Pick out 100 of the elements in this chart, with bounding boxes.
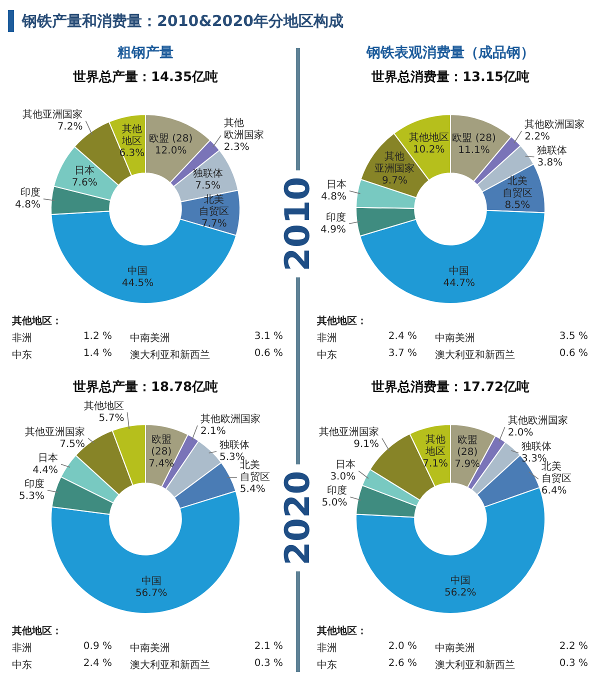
text: 2.4 % (82, 658, 112, 671)
text: 中东 (12, 348, 33, 362)
text: 其他地区： (317, 314, 368, 328)
slice-label: 独联体 (522, 440, 552, 453)
text: 非洲 (317, 332, 338, 345)
text: 非洲 (12, 642, 33, 655)
text: 中东 (12, 658, 33, 672)
data-label: 7.5% (195, 180, 221, 192)
data-label: 10.2% (412, 144, 445, 156)
slice-label: 其他欧洲国家 (524, 118, 585, 130)
data-label: 4.8% (15, 200, 40, 211)
slice-label: 中国 (128, 264, 148, 277)
text: 2.4 % (387, 331, 417, 344)
data-label: 6.4% (541, 486, 567, 497)
data-label: 7.2% (57, 121, 83, 132)
data-label: 7.9% (454, 458, 480, 470)
slice-label: 印度 (24, 478, 44, 490)
text: 其他地区： (12, 314, 63, 328)
data-label: 9.7% (382, 175, 408, 186)
slice-label: 独联体 (192, 168, 223, 180)
data-label: 44.5% (122, 278, 154, 289)
slice-label: 独联体 (537, 144, 568, 156)
text: 非洲 (317, 642, 338, 655)
data-label: 7.7% (201, 218, 227, 230)
text: 2.2 % (558, 641, 588, 654)
data-label: 56.7% (135, 588, 168, 600)
text: 2.1 % (253, 641, 283, 654)
data-label: 44.7% (443, 278, 476, 289)
text: 3.5 % (558, 331, 588, 344)
slice-label: 其他亚洲国家 (25, 426, 86, 438)
slice-label: 其他地区 (424, 434, 446, 458)
data-label: 4.4% (32, 464, 58, 476)
text: 其他地区： (12, 624, 63, 638)
data-label: 2.1% (200, 426, 226, 438)
data-label: 2.3% (224, 142, 250, 154)
text: 中南美洲 (434, 332, 476, 345)
slice-label: 印度 (327, 484, 348, 497)
slice-label: 其他地区 (84, 400, 124, 412)
text: 中南美洲 (434, 642, 476, 655)
text: 2.6 % (387, 658, 417, 671)
slice-label: 其他欧洲国家 (508, 414, 568, 427)
data-label: 5.4% (240, 484, 266, 496)
text: 0.3 % (558, 658, 588, 671)
slice-label: 北美自贸区 (502, 175, 532, 200)
text: 3.7 % (387, 348, 417, 361)
text: 其他地区： (317, 624, 368, 638)
slice-label: 欧盟 (28) (148, 132, 193, 145)
data-label: 5.7% (98, 412, 124, 424)
data-label: 2.0% (508, 428, 534, 439)
slice-label: 中国 (141, 575, 162, 588)
text: 澳大利亚和新西兰 (129, 658, 211, 672)
text: 非洲 (12, 332, 33, 345)
text: 0.6 % (253, 348, 283, 361)
text: 澳大利亚和新西兰 (129, 348, 211, 362)
slice-label: 中国 (449, 264, 470, 277)
slice-label: 北美自贸区 (199, 194, 230, 218)
data-label: 4.8% (321, 191, 346, 202)
text: 3.1 % (253, 331, 283, 344)
chart-title: 世界总消费量：17.72亿吨 (370, 379, 531, 396)
slice-label: 其他亚洲国家 (22, 108, 83, 120)
slice-label: 日本 (336, 458, 356, 471)
chart-title: 粗钢产量 (116, 44, 174, 62)
slice-label: 中国 (450, 574, 470, 587)
text: 1.4 % (82, 348, 112, 361)
data-label: 2.2% (524, 132, 550, 142)
data-label: 56.2% (444, 588, 476, 599)
chart-title: 世界总产量：18.78亿吨 (72, 378, 220, 396)
slice-label: 欧盟 (28) (151, 434, 172, 458)
text: 澳大利亚和新西兰 (434, 658, 516, 672)
text: 1.2 % (82, 331, 112, 344)
slice-label: 印度 (326, 211, 346, 224)
data-label: 8.5% (504, 200, 530, 212)
data-label: 3.0% (330, 472, 356, 483)
text: 澳大利亚和新西兰 (434, 348, 516, 362)
text: 中南美洲 (129, 332, 171, 345)
text: 2020 (278, 464, 318, 572)
slice-label: 欧盟 (28) (457, 434, 478, 458)
slice-label: 欧盟 (28) (452, 132, 496, 144)
text: 0.3 % (253, 658, 283, 671)
text: 2010 (278, 170, 318, 278)
text: 中东 (317, 658, 338, 672)
slice-label: 其他亚洲国家 (318, 426, 379, 438)
text: 0.6 % (558, 348, 588, 361)
slice-label: 日本 (74, 164, 95, 177)
text: 中南美洲 (129, 642, 171, 655)
data-label: 12.0% (154, 146, 187, 157)
slice-label: 其他欧洲国家 (200, 413, 260, 426)
text: 2.0 % (387, 641, 417, 654)
slice-label: 其他地区 (408, 131, 449, 144)
data-label: 7.6% (72, 178, 98, 189)
data-label: 9.1% (354, 438, 379, 450)
slice-label: 日本 (38, 452, 58, 464)
data-label: 5.0% (322, 498, 348, 509)
slice-label: 日本 (326, 178, 346, 190)
chart-subtitle: 世界总消费量：13.15亿吨 (370, 69, 531, 86)
slice-label: 北美自贸区 (240, 459, 270, 484)
data-label: 7.5% (60, 438, 86, 450)
slice-label: 其他欧洲国家 (224, 117, 264, 142)
text: 中东 (317, 348, 338, 362)
chart-title: 钢铁表观消费量（成品钢） (365, 44, 536, 62)
